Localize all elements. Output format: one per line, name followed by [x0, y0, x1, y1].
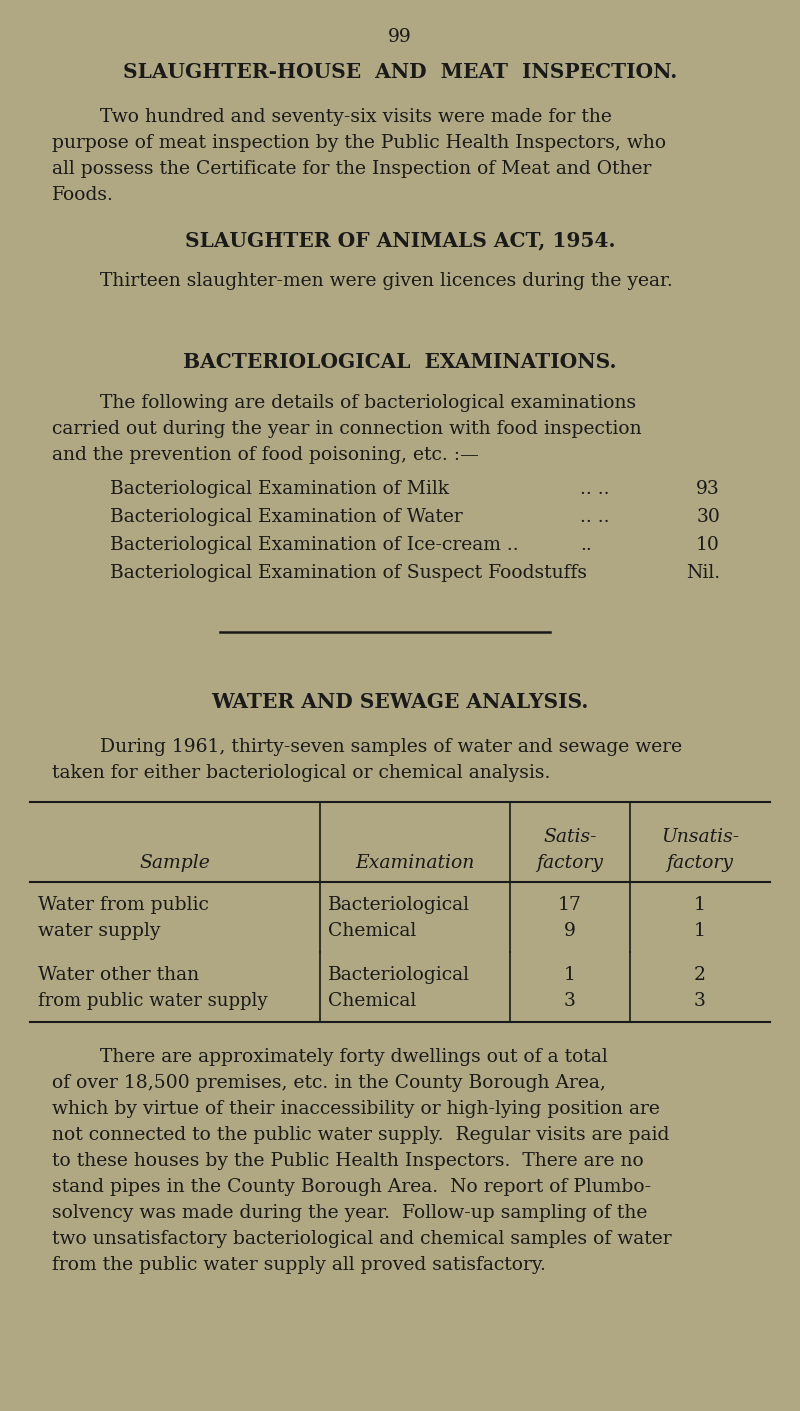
Text: Water other than: Water other than — [38, 967, 199, 983]
Text: which by virtue of their inaccessibility or high-lying position are: which by virtue of their inaccessibility… — [52, 1101, 660, 1118]
Text: from public water supply: from public water supply — [38, 992, 267, 1010]
Text: SLAUGHTER-HOUSE  AND  MEAT  INSPECTION.: SLAUGHTER-HOUSE AND MEAT INSPECTION. — [123, 62, 677, 82]
Text: 1: 1 — [694, 921, 706, 940]
Text: water supply: water supply — [38, 921, 161, 940]
Text: Water from public: Water from public — [38, 896, 209, 914]
Text: .. ..: .. .. — [580, 480, 610, 498]
Text: 30: 30 — [696, 508, 720, 526]
Text: factory: factory — [666, 854, 734, 872]
Text: .. ..: .. .. — [580, 508, 610, 526]
Text: and the prevention of food poisoning, etc. :—: and the prevention of food poisoning, et… — [52, 446, 479, 464]
Text: Nil.: Nil. — [686, 564, 720, 581]
Text: Examination: Examination — [355, 854, 474, 872]
Text: Two hundred and seventy-six visits were made for the: Two hundred and seventy-six visits were … — [52, 109, 612, 126]
Text: carried out during the year in connection with food inspection: carried out during the year in connectio… — [52, 420, 642, 437]
Text: 10: 10 — [696, 536, 720, 555]
Text: factory: factory — [537, 854, 603, 872]
Text: solvency was made during the year.  Follow-up sampling of the: solvency was made during the year. Follo… — [52, 1204, 647, 1222]
Text: Bacteriological Examination of Water: Bacteriological Examination of Water — [110, 508, 462, 526]
Text: 9: 9 — [564, 921, 576, 940]
Text: two unsatisfactory bacteriological and chemical samples of water: two unsatisfactory bacteriological and c… — [52, 1230, 672, 1247]
Text: taken for either bacteriological or chemical analysis.: taken for either bacteriological or chem… — [52, 763, 550, 782]
Text: Satis-: Satis- — [543, 828, 597, 847]
Text: Unsatis-: Unsatis- — [661, 828, 739, 847]
Text: 1: 1 — [694, 896, 706, 914]
Text: Chemical: Chemical — [328, 921, 416, 940]
Text: BACTERIOLOGICAL  EXAMINATIONS.: BACTERIOLOGICAL EXAMINATIONS. — [183, 351, 617, 373]
Text: Bacteriological Examination of Suspect Foodstuffs: Bacteriological Examination of Suspect F… — [110, 564, 587, 581]
Text: Chemical: Chemical — [328, 992, 416, 1010]
Text: Bacteriological Examination of Milk: Bacteriological Examination of Milk — [110, 480, 449, 498]
Text: SLAUGHTER OF ANIMALS ACT, 1954.: SLAUGHTER OF ANIMALS ACT, 1954. — [185, 230, 615, 250]
Text: During 1961, thirty-seven samples of water and sewage were: During 1961, thirty-seven samples of wat… — [52, 738, 682, 756]
Text: of over 18,500 premises, etc. in the County Borough Area,: of over 18,500 premises, etc. in the Cou… — [52, 1074, 606, 1092]
Text: There are approximately forty dwellings out of a total: There are approximately forty dwellings … — [52, 1048, 608, 1065]
Text: Bacteriological: Bacteriological — [328, 896, 470, 914]
Text: Foods.: Foods. — [52, 186, 114, 205]
Text: 1: 1 — [564, 967, 576, 983]
Text: Thirteen slaughter-men were given licences during the year.: Thirteen slaughter-men were given licenc… — [52, 272, 673, 291]
Text: all possess the Certificate for the Inspection of Meat and Other: all possess the Certificate for the Insp… — [52, 159, 651, 178]
Text: 2: 2 — [694, 967, 706, 983]
Text: to these houses by the Public Health Inspectors.  There are no: to these houses by the Public Health Ins… — [52, 1151, 644, 1170]
Text: from the public water supply all proved satisfactory.: from the public water supply all proved … — [52, 1256, 546, 1274]
Text: stand pipes in the County Borough Area.  No report of Plumbo-: stand pipes in the County Borough Area. … — [52, 1178, 651, 1197]
Text: 93: 93 — [696, 480, 720, 498]
Text: 99: 99 — [388, 28, 412, 47]
Text: not connected to the public water supply.  Regular visits are paid: not connected to the public water supply… — [52, 1126, 670, 1144]
Text: Sample: Sample — [139, 854, 210, 872]
Text: 3: 3 — [694, 992, 706, 1010]
Text: 3: 3 — [564, 992, 576, 1010]
Text: ..: .. — [580, 536, 592, 555]
Text: WATER AND SEWAGE ANALYSIS.: WATER AND SEWAGE ANALYSIS. — [211, 691, 589, 713]
Text: Bacteriological Examination of Ice-cream ..: Bacteriological Examination of Ice-cream… — [110, 536, 518, 555]
Text: The following are details of bacteriological examinations: The following are details of bacteriolog… — [52, 394, 636, 412]
Text: purpose of meat inspection by the Public Health Inspectors, who: purpose of meat inspection by the Public… — [52, 134, 666, 152]
Text: 17: 17 — [558, 896, 582, 914]
Text: Bacteriological: Bacteriological — [328, 967, 470, 983]
